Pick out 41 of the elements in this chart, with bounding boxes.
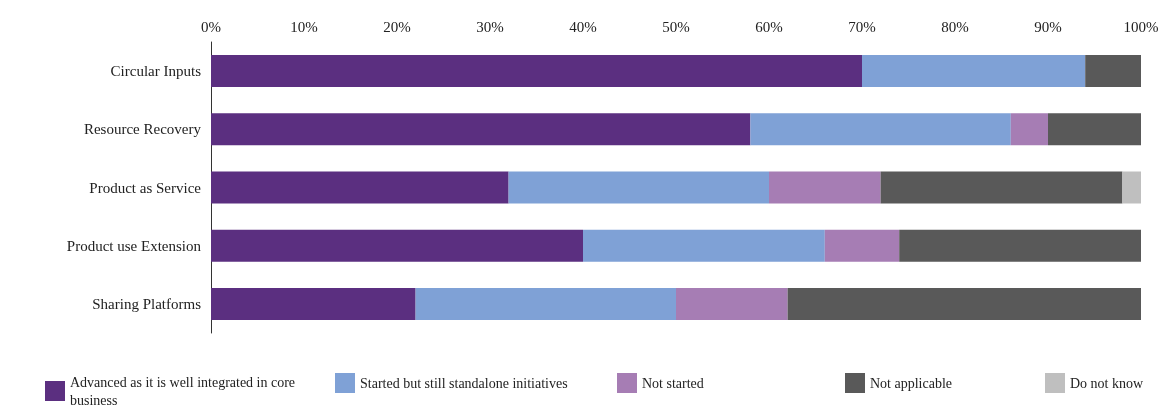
bar: [824, 229, 900, 262]
bar: [508, 171, 769, 204]
legend-label: Not applicable: [870, 375, 953, 391]
bar: [583, 229, 825, 262]
x-tick-label: 0%: [201, 18, 221, 35]
bar: [211, 55, 862, 88]
bar: [676, 287, 788, 320]
legend-label: Not started: [642, 375, 704, 391]
bar: [1048, 113, 1141, 146]
y-tick-label: Sharing Platforms: [92, 295, 202, 312]
x-tick-label: 40%: [569, 18, 597, 35]
bar: [211, 171, 509, 204]
bar: [899, 229, 1141, 262]
x-tick-label: 10%: [290, 18, 318, 35]
bar: [415, 287, 676, 320]
legend-label: Advanced as it is well integrated in core business: [70, 374, 299, 408]
y-tick-label: Circular Inputs: [110, 63, 202, 80]
x-tick-label: 70%: [848, 18, 876, 35]
bar: [1122, 171, 1141, 204]
x-tick-label: 60%: [755, 18, 783, 35]
y-tick-label: Product use Extension: [66, 237, 202, 254]
bar: [1085, 55, 1141, 88]
bar: [211, 229, 583, 262]
bar: [750, 113, 1011, 146]
y-tick-label: Product as Service: [89, 179, 202, 196]
x-tick-label: 20%: [383, 18, 411, 35]
bar: [211, 287, 416, 320]
x-tick-label: 80%: [941, 18, 969, 35]
x-tick-label: 50%: [662, 18, 690, 35]
bar: [769, 171, 881, 204]
bar: [787, 287, 1141, 320]
x-tick-label: 100%: [1123, 18, 1159, 35]
x-tick-label: 30%: [476, 18, 504, 35]
bar: [862, 55, 1086, 88]
bar: [1010, 113, 1048, 146]
legend-label: Do not know: [1070, 375, 1144, 391]
bar: [880, 171, 1123, 204]
legend-label: Started but still standalone initiatives: [360, 375, 568, 391]
bar: [211, 113, 751, 146]
x-tick-label: 90%: [1034, 18, 1062, 35]
y-tick-label: Resource Recovery: [83, 121, 202, 138]
